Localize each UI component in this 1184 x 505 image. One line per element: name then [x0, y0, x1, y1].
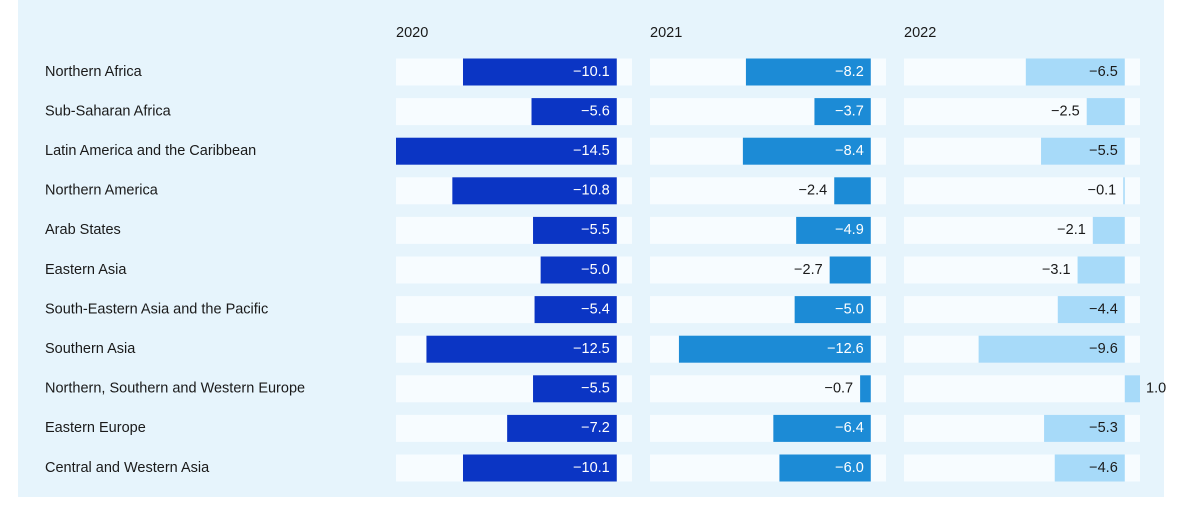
bar: [1086, 98, 1125, 126]
panel-header: 2022: [904, 25, 936, 41]
bar: [742, 137, 871, 165]
value-label: −5.5: [581, 381, 610, 397]
bar: [834, 177, 871, 205]
bar: [507, 414, 617, 442]
value-label: −5.0: [581, 262, 610, 278]
value-label: −10.1: [573, 64, 610, 80]
panel-header: 2020: [396, 25, 428, 41]
bar: [779, 454, 871, 482]
value-label: 1.0: [1146, 381, 1166, 397]
bar: [540, 256, 617, 284]
category-label: Eastern Europe: [45, 420, 146, 436]
bar: [533, 216, 617, 244]
bar: [1025, 58, 1125, 86]
row-background: [650, 375, 886, 403]
value-label: −5.5: [1089, 143, 1118, 159]
category-label: Arab States: [45, 222, 121, 238]
value-label: −5.6: [581, 103, 610, 119]
value-label: −4.9: [835, 222, 864, 238]
bar: [745, 58, 871, 86]
row-background: [904, 177, 1140, 205]
value-label: −7.2: [581, 420, 610, 436]
category-label: Sub-Saharan Africa: [45, 103, 172, 119]
bar: [531, 98, 617, 126]
value-label: −2.4: [799, 183, 828, 199]
bar: [978, 335, 1125, 363]
panel-header: 2021: [650, 25, 682, 41]
value-label: −6.5: [1089, 64, 1118, 80]
value-label: −0.7: [824, 381, 853, 397]
value-label: −2.7: [794, 262, 823, 278]
category-label: Eastern Asia: [45, 262, 127, 278]
value-label: −5.4: [581, 301, 610, 317]
bar: [829, 256, 871, 284]
value-label: −12.5: [573, 341, 610, 357]
value-label: −6.4: [835, 420, 864, 436]
value-label: −5.5: [581, 222, 610, 238]
value-label: −3.7: [835, 103, 864, 119]
value-label: −10.8: [573, 183, 610, 199]
bar: [773, 414, 871, 442]
value-label: −4.4: [1089, 301, 1118, 317]
category-label: South-Eastern Asia and the Pacific: [45, 301, 268, 317]
bar: [678, 335, 871, 363]
value-label: −5.0: [835, 301, 864, 317]
value-label: −2.1: [1057, 222, 1086, 238]
bar: [534, 296, 617, 324]
value-label: −3.1: [1042, 262, 1071, 278]
category-label: Northern America: [45, 183, 159, 199]
bar: [814, 98, 871, 126]
bar: [1077, 256, 1125, 284]
bar: [1057, 296, 1125, 324]
value-label: −10.1: [573, 460, 610, 476]
category-label: Northern Africa: [45, 64, 143, 80]
value-label: −14.5: [573, 143, 610, 159]
bar: [533, 375, 617, 403]
bar: [1044, 414, 1125, 442]
value-label: −5.3: [1089, 420, 1118, 436]
value-label: −0.1: [1088, 183, 1117, 199]
value-label: −2.5: [1051, 103, 1080, 119]
bar: [1054, 454, 1125, 482]
bar: [426, 335, 617, 363]
bar: [462, 58, 617, 86]
category-label: Central and Western Asia: [45, 460, 210, 476]
category-label: Southern Asia: [45, 341, 136, 357]
bar: [1123, 177, 1125, 205]
value-label: −9.6: [1089, 341, 1118, 357]
value-label: −8.4: [835, 143, 864, 159]
row-background: [904, 375, 1140, 403]
value-label: −4.6: [1089, 460, 1118, 476]
bar: [452, 177, 617, 205]
bar: [1041, 137, 1125, 165]
bar: [462, 454, 617, 482]
bar: [794, 296, 871, 324]
bar: [396, 137, 617, 165]
bar: [860, 375, 871, 403]
value-label: −8.2: [835, 64, 864, 80]
category-label: Latin America and the Caribbean: [45, 143, 256, 159]
bar: [796, 216, 871, 244]
category-label: Northern, Southern and Western Europe: [45, 381, 305, 397]
bar: [1124, 375, 1140, 403]
value-label: −12.6: [827, 341, 864, 357]
value-label: −6.0: [835, 460, 864, 476]
bar: [1092, 216, 1125, 244]
